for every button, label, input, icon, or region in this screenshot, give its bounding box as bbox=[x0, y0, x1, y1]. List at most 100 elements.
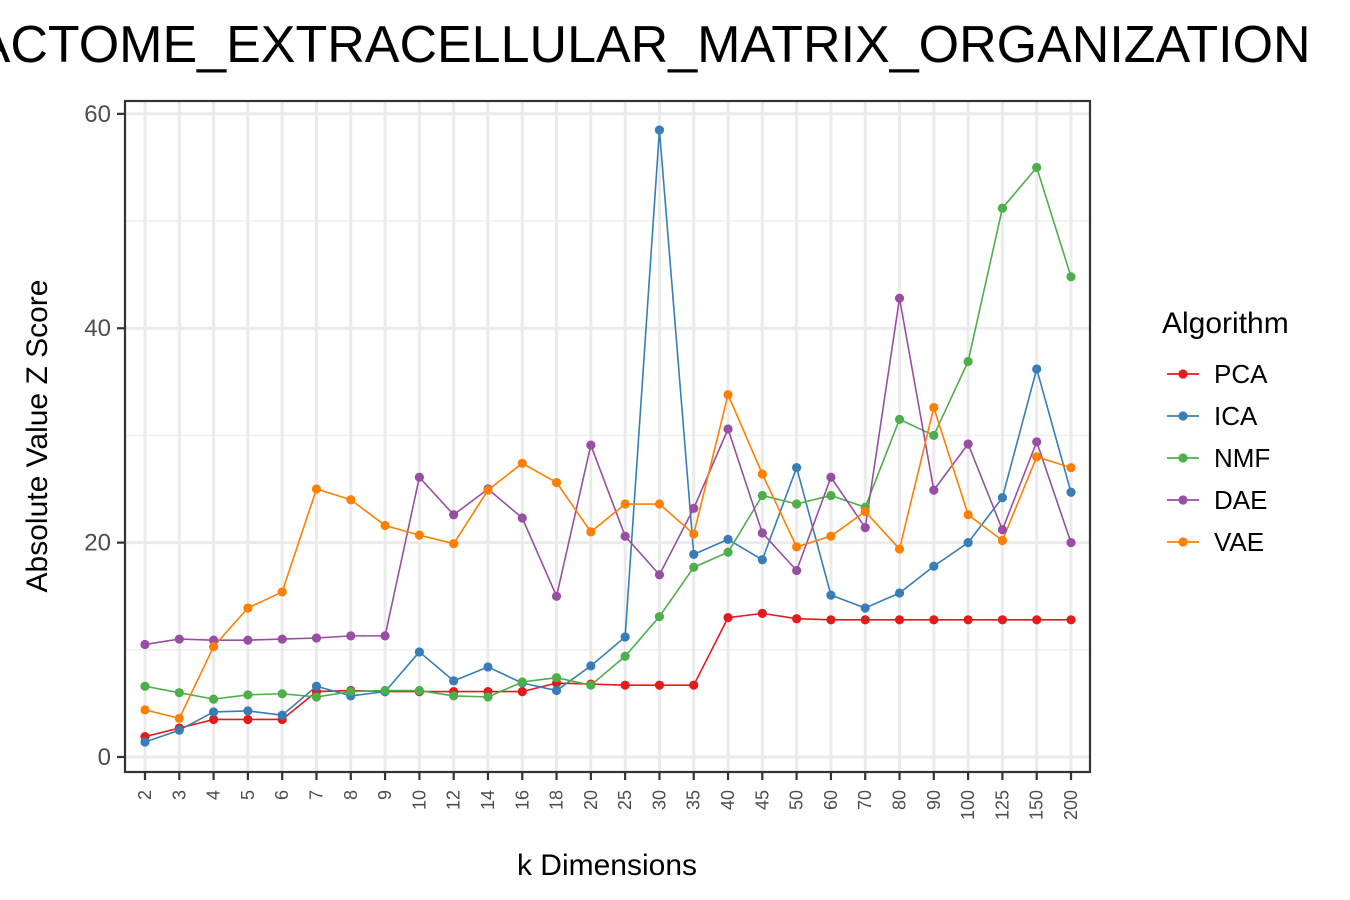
data-point-ica bbox=[963, 538, 973, 548]
data-point-dae bbox=[140, 639, 150, 650]
x-tick-label: 25 bbox=[615, 790, 635, 810]
legend-items: PCA ICA NMF DAE VAE bbox=[1167, 359, 1270, 557]
x-tick-label: 12 bbox=[444, 790, 464, 810]
data-point-pca bbox=[757, 608, 767, 618]
data-point-pca bbox=[689, 680, 699, 690]
x-tick-label: 200 bbox=[1061, 790, 1081, 820]
data-point-pca bbox=[860, 615, 870, 625]
data-point-nmf bbox=[586, 680, 596, 690]
legend-label-pca: PCA bbox=[1214, 359, 1268, 389]
data-point-dae bbox=[1066, 538, 1076, 548]
legend-item-nmf: NMF bbox=[1167, 443, 1270, 473]
legend-key-point-ica bbox=[1178, 411, 1188, 421]
x-tick-label: 150 bbox=[1027, 790, 1047, 820]
data-point-dae bbox=[894, 293, 905, 303]
data-point-vae bbox=[483, 485, 493, 495]
data-point-vae bbox=[277, 587, 287, 597]
x-tick-label: 18 bbox=[547, 790, 567, 810]
x-tick-label: 9 bbox=[375, 790, 395, 800]
data-point-pca bbox=[963, 615, 973, 625]
data-point-ica bbox=[277, 710, 287, 720]
data-point-ica bbox=[551, 685, 562, 696]
data-point-nmf bbox=[654, 611, 665, 622]
x-tick-label: 3 bbox=[169, 790, 189, 800]
data-point-ica bbox=[654, 125, 665, 135]
x-tick-label: 5 bbox=[238, 790, 258, 800]
data-point-nmf bbox=[449, 691, 459, 701]
data-point-pca bbox=[654, 680, 665, 690]
x-axis-title: k Dimensions bbox=[517, 849, 697, 882]
x-tick-label: 8 bbox=[341, 790, 361, 800]
legend-label-nmf: NMF bbox=[1214, 443, 1270, 473]
data-point-ica bbox=[689, 549, 699, 560]
y-axis: 0 20 40 60 bbox=[84, 101, 125, 771]
data-point-ica bbox=[929, 561, 939, 571]
data-point-dae bbox=[551, 591, 562, 601]
data-point-nmf bbox=[757, 490, 767, 501]
data-point-vae bbox=[380, 520, 390, 531]
data-point-ica bbox=[1066, 487, 1076, 497]
data-point-ica bbox=[449, 676, 459, 686]
data-point-dae bbox=[723, 424, 733, 434]
data-point-dae bbox=[997, 525, 1008, 535]
y-axis-title: Absolute Value Z Score bbox=[21, 280, 54, 593]
data-point-vae bbox=[174, 713, 184, 724]
data-point-nmf bbox=[620, 651, 630, 661]
data-point-nmf bbox=[963, 356, 973, 367]
data-point-nmf bbox=[689, 562, 699, 572]
data-point-vae bbox=[140, 705, 150, 715]
data-point-vae bbox=[1066, 462, 1076, 473]
data-point-dae bbox=[826, 472, 836, 482]
data-point-pca bbox=[1066, 615, 1076, 625]
data-point-nmf bbox=[894, 414, 905, 424]
data-point-vae bbox=[243, 603, 253, 613]
data-point-vae bbox=[551, 477, 562, 488]
data-point-vae bbox=[929, 402, 939, 413]
series-points bbox=[140, 125, 1076, 747]
data-point-nmf bbox=[380, 685, 390, 696]
data-point-vae bbox=[620, 499, 630, 509]
data-point-ica bbox=[997, 492, 1008, 503]
data-point-ica bbox=[243, 706, 253, 716]
data-point-nmf bbox=[723, 547, 733, 557]
data-point-nmf bbox=[174, 688, 184, 698]
x-tick-label: 2 bbox=[135, 790, 155, 800]
x-tick-label: 10 bbox=[409, 790, 429, 810]
legend-item-dae: DAE bbox=[1167, 485, 1267, 515]
data-point-vae bbox=[894, 544, 905, 554]
data-point-nmf bbox=[1066, 272, 1076, 282]
data-point-pca bbox=[243, 714, 253, 725]
x-tick-label: 40 bbox=[718, 790, 738, 810]
panel-background bbox=[125, 101, 1090, 772]
data-point-vae bbox=[1032, 452, 1042, 462]
panel-border bbox=[123, 99, 1092, 774]
data-point-vae bbox=[826, 531, 836, 541]
data-point-ica bbox=[1032, 364, 1042, 374]
data-point-dae bbox=[311, 633, 322, 643]
data-point-pca bbox=[997, 615, 1008, 625]
data-point-nmf bbox=[346, 687, 356, 697]
data-point-ica bbox=[140, 737, 150, 747]
series-line-ica bbox=[144, 129, 1072, 743]
data-point-dae bbox=[414, 472, 424, 482]
x-tick-label: 14 bbox=[478, 790, 498, 810]
data-point-ica bbox=[414, 647, 424, 657]
x-tick-label: 6 bbox=[272, 790, 292, 800]
data-point-pca bbox=[723, 613, 733, 623]
data-point-nmf bbox=[277, 689, 287, 699]
data-point-ica bbox=[757, 555, 767, 565]
x-tick-label: 35 bbox=[684, 790, 704, 810]
data-point-nmf bbox=[243, 690, 253, 700]
legend-key-point-pca bbox=[1178, 369, 1188, 379]
data-point-pca bbox=[517, 687, 527, 697]
x-tick-label: 4 bbox=[204, 790, 224, 800]
data-point-nmf bbox=[414, 685, 424, 696]
data-point-vae bbox=[517, 458, 527, 468]
data-point-vae bbox=[311, 484, 322, 494]
data-point-dae bbox=[517, 513, 527, 523]
legend-label-ica: ICA bbox=[1214, 401, 1258, 431]
data-point-dae bbox=[654, 570, 665, 580]
x-tick-label: 90 bbox=[924, 790, 944, 810]
panel-grid bbox=[125, 101, 1090, 772]
